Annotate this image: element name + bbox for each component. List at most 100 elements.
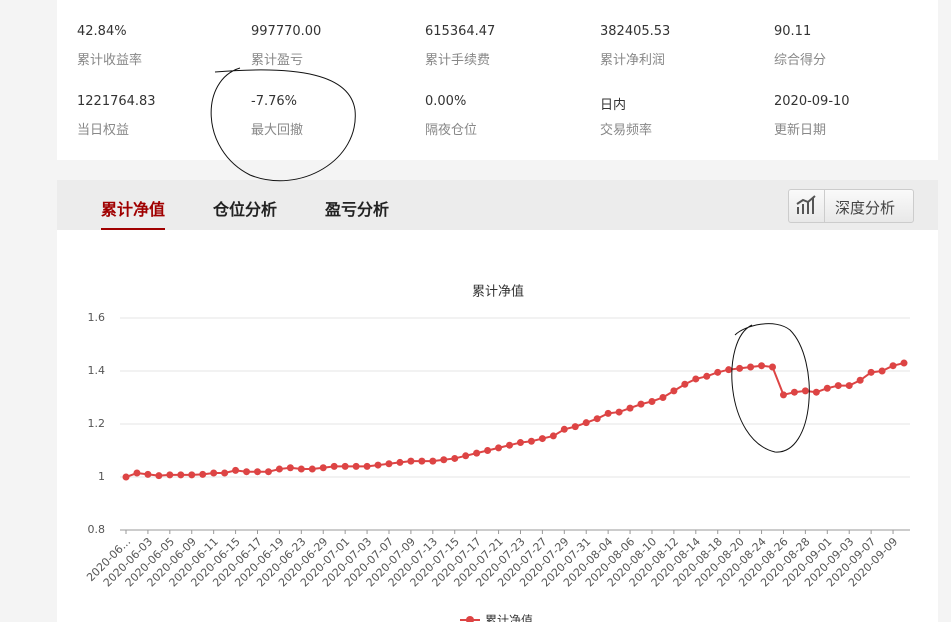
point bbox=[769, 363, 777, 371]
point bbox=[823, 384, 831, 392]
y-tick-label: 1 bbox=[98, 470, 105, 483]
stat-label: 交易频率 bbox=[600, 123, 653, 138]
point bbox=[122, 473, 130, 481]
icon bbox=[796, 195, 816, 214]
point bbox=[451, 454, 459, 462]
point bbox=[582, 419, 590, 427]
button-label: 深度分析 bbox=[835, 199, 896, 217]
stat-label: 累计收益率 bbox=[77, 53, 143, 68]
point bbox=[253, 468, 261, 476]
tab-bar: 深度分析 bbox=[57, 180, 938, 230]
line bbox=[125, 362, 905, 478]
tab[interactable]: 仓位分析 bbox=[213, 200, 278, 219]
tab[interactable]: 累计净值 bbox=[101, 200, 166, 219]
point bbox=[155, 472, 163, 480]
point bbox=[297, 465, 305, 473]
stat-label: 综合得分 bbox=[774, 53, 827, 68]
stat-label: 累计净利润 bbox=[600, 53, 666, 68]
point bbox=[495, 444, 503, 452]
point bbox=[834, 382, 842, 390]
point bbox=[856, 376, 864, 384]
point bbox=[418, 457, 426, 465]
point bbox=[812, 388, 820, 396]
point bbox=[144, 470, 152, 478]
point bbox=[538, 435, 546, 443]
point bbox=[352, 462, 360, 470]
point bbox=[845, 382, 853, 390]
stat-label: 当日权益 bbox=[77, 123, 130, 138]
stat-value: 997770.00 bbox=[251, 24, 322, 39]
point bbox=[232, 466, 240, 474]
point bbox=[275, 465, 283, 473]
stat-label: 更新日期 bbox=[774, 123, 827, 138]
point bbox=[374, 461, 382, 469]
point bbox=[210, 469, 218, 477]
deep-analysis-button[interactable]: 深度分析 bbox=[788, 189, 914, 223]
point bbox=[177, 471, 185, 479]
chart: 累计净值 0.811.21.41.62020-06...2020-06-0320… bbox=[84, 284, 910, 622]
point bbox=[604, 409, 612, 417]
stats-panel: 42.84% 累计收益率 997770.00 累计盈亏 615364.47 累计手续费 38… bbox=[57, 0, 938, 160]
point bbox=[560, 425, 568, 433]
point bbox=[725, 366, 733, 374]
stat-label: 最大回撤 bbox=[251, 123, 304, 138]
point bbox=[571, 423, 579, 431]
point bbox=[648, 397, 656, 405]
point bbox=[440, 456, 448, 464]
point bbox=[670, 387, 678, 395]
point bbox=[199, 470, 207, 478]
tab[interactable]: 盈亏分析 bbox=[325, 200, 390, 219]
point bbox=[407, 457, 415, 465]
point bbox=[133, 469, 141, 477]
stat-value: 0.00% bbox=[425, 94, 467, 109]
point bbox=[484, 447, 492, 454]
y-tick-label: 1.6 bbox=[88, 311, 106, 324]
point bbox=[330, 462, 338, 470]
point bbox=[615, 408, 623, 416]
active-underline bbox=[101, 228, 165, 230]
point bbox=[341, 462, 349, 470]
point bbox=[659, 394, 667, 401]
point bbox=[779, 391, 787, 399]
point bbox=[889, 362, 897, 370]
point bbox=[790, 388, 798, 396]
legend-marker bbox=[466, 616, 474, 622]
point bbox=[867, 368, 875, 376]
point bbox=[264, 468, 272, 476]
point bbox=[385, 460, 393, 468]
point bbox=[506, 441, 514, 449]
point bbox=[243, 468, 251, 476]
point bbox=[801, 387, 809, 395]
stat-label: 累计盈亏 bbox=[251, 53, 304, 68]
stat-value: 日内 bbox=[600, 98, 627, 113]
stat-value: 2020-09-10 bbox=[774, 94, 850, 109]
stat-label: 累计手续费 bbox=[425, 53, 491, 68]
y-tick-label: 0.8 bbox=[88, 523, 106, 536]
legend-label: 累计净值 bbox=[485, 613, 533, 622]
y-tick-label: 1.2 bbox=[88, 417, 106, 430]
stat-value: -7.76% bbox=[251, 94, 297, 109]
point bbox=[429, 457, 437, 465]
point bbox=[319, 464, 327, 472]
point bbox=[473, 449, 481, 457]
point bbox=[714, 368, 722, 376]
point bbox=[593, 415, 601, 423]
point bbox=[286, 464, 294, 472]
point bbox=[692, 375, 700, 383]
stat-label: 隔夜仓位 bbox=[425, 123, 478, 138]
point bbox=[221, 469, 229, 477]
y-tick-label: 1.4 bbox=[88, 364, 106, 377]
point bbox=[462, 452, 470, 460]
point bbox=[703, 372, 711, 380]
point bbox=[396, 458, 404, 466]
stat-value: 615364.47 bbox=[425, 24, 496, 39]
point bbox=[527, 437, 535, 445]
point bbox=[878, 367, 886, 375]
point bbox=[166, 471, 174, 479]
point bbox=[900, 359, 908, 367]
point bbox=[758, 362, 766, 370]
point bbox=[363, 462, 371, 470]
point bbox=[308, 465, 316, 473]
point bbox=[188, 471, 196, 479]
